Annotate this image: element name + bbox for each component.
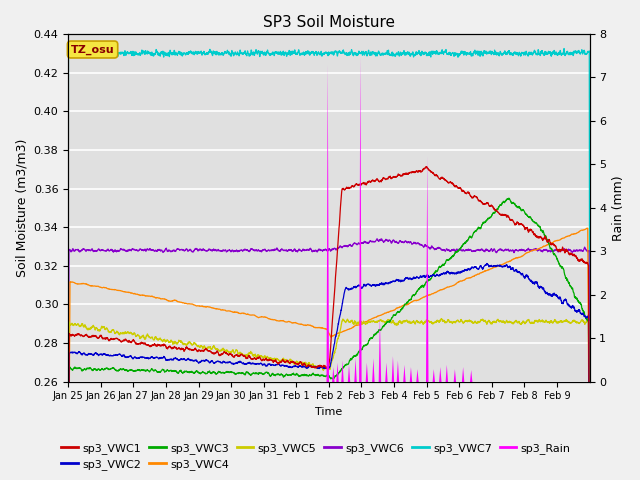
Legend: sp3_VWC1, sp3_VWC2, sp3_VWC3, sp3_VWC4, sp3_VWC5, sp3_VWC6, sp3_VWC7, sp3_Rain: sp3_VWC1, sp3_VWC2, sp3_VWC3, sp3_VWC4, … xyxy=(57,438,575,474)
Title: SP3 Soil Moisture: SP3 Soil Moisture xyxy=(263,15,395,30)
Y-axis label: Soil Moisture (m3/m3): Soil Moisture (m3/m3) xyxy=(15,139,28,277)
Y-axis label: Rain (mm): Rain (mm) xyxy=(612,175,625,240)
Text: TZ_osu: TZ_osu xyxy=(71,44,115,55)
X-axis label: Time: Time xyxy=(316,407,342,417)
